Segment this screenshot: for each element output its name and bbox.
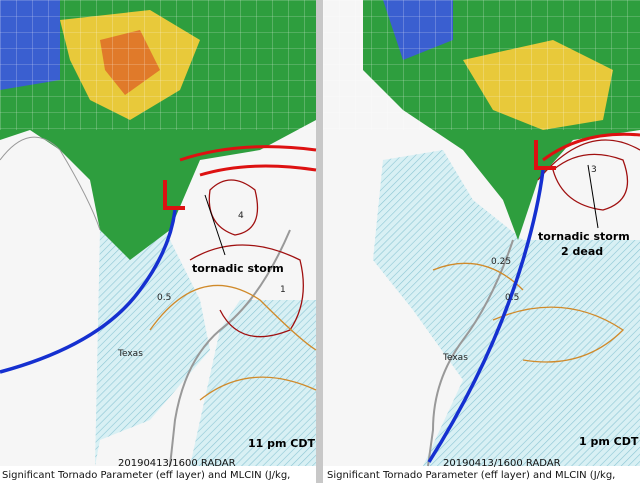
time-label: 11 pm CDT (248, 437, 316, 450)
cin-area (95, 220, 316, 466)
contour-label: 3 (591, 165, 597, 175)
coastline (427, 239, 514, 467)
cin-contour (149, 284, 317, 401)
grid (0, 0, 316, 130)
dryline (427, 169, 545, 463)
low-symbol (163, 180, 185, 210)
contour-label: 1 (280, 285, 286, 295)
warm-front (542, 132, 640, 162)
contour-label: 4 (238, 211, 244, 221)
radar-stamp: 20190413/1600 RADAR (118, 458, 236, 469)
caption: Significant Tornado Parameter (eff layer… (2, 470, 290, 481)
grid (323, 0, 640, 130)
radar-stamp: 20190413/1600 RADAR (443, 458, 561, 469)
warm-front (179, 145, 317, 177)
state-label: Texas (442, 353, 468, 363)
border (0, 136, 101, 231)
time-label: 1 pm CDT (579, 435, 639, 448)
storm-label: tornadic storm (538, 230, 630, 243)
annotation-pointer (204, 194, 226, 256)
contour-label: 0.5 (157, 293, 171, 303)
contour-label: 0.5 (505, 293, 519, 303)
state-label: Texas (117, 349, 143, 359)
stp-contour (189, 179, 304, 338)
right-panel: tornadic storm 2 dead Texas 0.25 0.5 3 1… (323, 0, 640, 481)
storm-label: tornadic storm (192, 262, 284, 275)
low-symbol (534, 140, 556, 170)
annotation-pointer (587, 164, 599, 229)
caption: Significant Tornado Parameter (eff layer… (327, 470, 615, 481)
left-panel: tornadic storm Texas 0.5 4 1 11 pm CDT 2… (0, 0, 317, 481)
contour-label: 0.25 (491, 257, 511, 267)
coastline (169, 229, 291, 467)
dryline (0, 209, 177, 374)
panel-divider (316, 0, 323, 483)
storm-note: 2 dead (561, 245, 603, 258)
